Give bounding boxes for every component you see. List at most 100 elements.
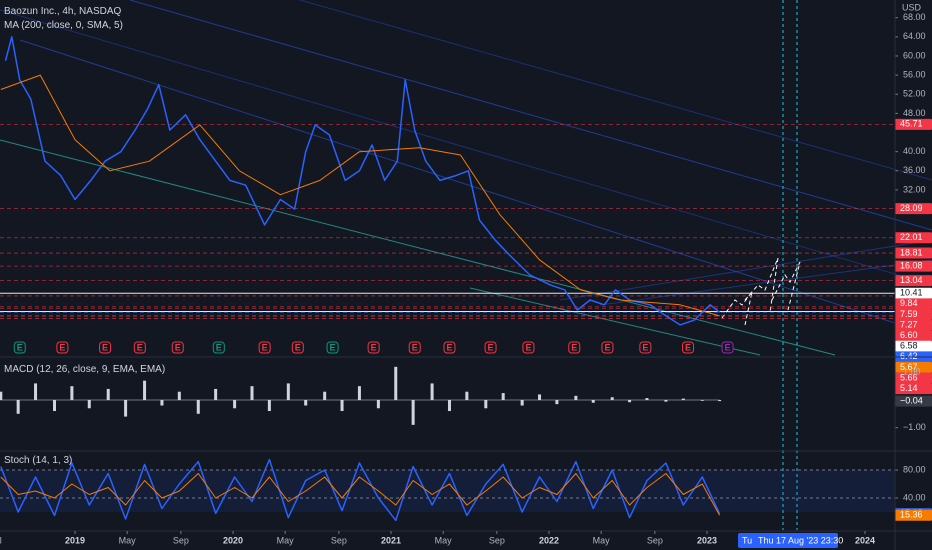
earnings-label: E [295,342,301,352]
histogram-bar [411,399,415,425]
histogram-bar [304,399,308,406]
histogram-bar [177,391,181,400]
channel-line [19,39,932,336]
earnings-marker [13,341,26,354]
histogram-bar [340,399,344,412]
earnings-label: E [525,342,531,352]
histogram-bar [323,391,327,400]
price-pane: 68.00 64.00 60.00 56.00 52.00 48.00 40.00 36.00… [0,12,932,395]
histogram-bar [196,399,200,414]
macd-legend: MACD (12, 26, close, 9, EMA, EMA) [4,364,165,375]
y-tick-label: 60.00 [903,50,926,60]
earnings-label: E [371,342,377,352]
earnings-marker [291,341,304,354]
histogram-bar [610,397,614,400]
x-tick-label: 2022 [539,535,559,545]
level-label-box [895,308,932,320]
level-label: 6.42 [900,351,918,361]
y-tick-label: 48.00 [903,108,926,118]
projection [744,257,779,313]
histogram-bar [106,388,110,400]
stoch-legend: Stoch (14, 1, 3) [4,455,72,466]
level-label-box [895,298,932,310]
level-label: 22.01 [900,232,923,242]
histogram-bar [250,386,254,400]
channel-line [0,9,932,286]
histogram-bar [447,399,451,412]
time-axis: Jul 2019 May Sep 2020 May Sep 2021 May Sep 2022 May… [0,531,875,548]
last-value-label: −0.04 [900,395,923,405]
y-tick-label: 40.00 [903,492,926,502]
earnings-label: E [642,342,648,352]
earnings-label: E [17,342,23,352]
level-label: 5.67 [900,362,918,372]
x-tick-label: 2024 [855,535,875,545]
histogram-bar [465,391,469,400]
histogram-bar [267,399,271,412]
level-label: 16.08 [900,260,923,270]
earnings-marker [639,341,652,354]
ma-legend: MA (200, close, 0, SMA, 5) [4,20,123,31]
histogram-bar [484,399,488,409]
histogram-bar [430,383,434,400]
level-label-box [895,260,932,272]
histogram-bar [34,383,38,400]
x-tick-label: 2021 [381,535,401,545]
crosshair-label: Thu 17 Aug '23 23:30 [758,535,843,545]
level-label: 28.09 [900,203,923,213]
x-tick-label: Sep [173,535,189,545]
histogram-bar [214,388,218,400]
crosshair-day: Tu [742,535,752,545]
channel-line [299,0,932,181]
x-tick-label: 2023 [697,535,717,545]
histogram-bar [0,391,3,400]
histogram-bar [233,399,237,409]
earnings-marker [99,341,112,354]
earnings-marker [133,341,146,354]
earnings-marker [56,341,69,354]
earnings-label: E [685,342,691,352]
channel-line [599,259,932,306]
x-tick-label: May [119,535,137,545]
y-tick-label: 52.00 [903,89,926,99]
crosshair-box [738,533,838,548]
earnings-marker [326,341,339,354]
y-tick-label: 56.00 [903,69,926,79]
x-tick-label: May [435,535,453,545]
level-label-box [895,372,932,384]
level-label: 45.71 [900,119,923,129]
earnings-marker [258,341,271,354]
level-label: 7.27 [900,319,918,329]
level-label-box [895,247,932,259]
x-tick-label: Sep [489,535,505,545]
histogram-bar [286,383,290,400]
earnings-marker [443,341,456,354]
histogram-bar [70,386,74,400]
level-label: 7.59 [900,309,918,319]
histogram-bar [574,395,578,400]
histogram-bar [664,399,668,402]
histogram-bar [501,393,505,400]
x-tick-label: Sep [331,535,347,545]
series-line [0,473,721,516]
last-value-label-box [895,509,932,521]
projection [771,261,801,311]
earnings-marker [367,341,380,354]
last-value-label: 15.36 [900,510,923,520]
level-label-box [895,330,932,342]
y-tick-label: 1.00 [903,367,921,377]
x-tick-label: Jul [0,535,2,545]
earnings-label: E [330,342,336,352]
earnings-label: E [59,342,65,352]
earnings-marker [522,341,535,354]
earnings-marker [484,341,497,354]
earnings-label: E [175,342,181,352]
projection [721,291,753,326]
chart-title: Baozun Inc., 4h, NASDAQ [4,6,122,17]
earnings-label: E [571,342,577,352]
y-tick-label: 36.00 [903,165,926,175]
histogram-bar [718,399,722,402]
